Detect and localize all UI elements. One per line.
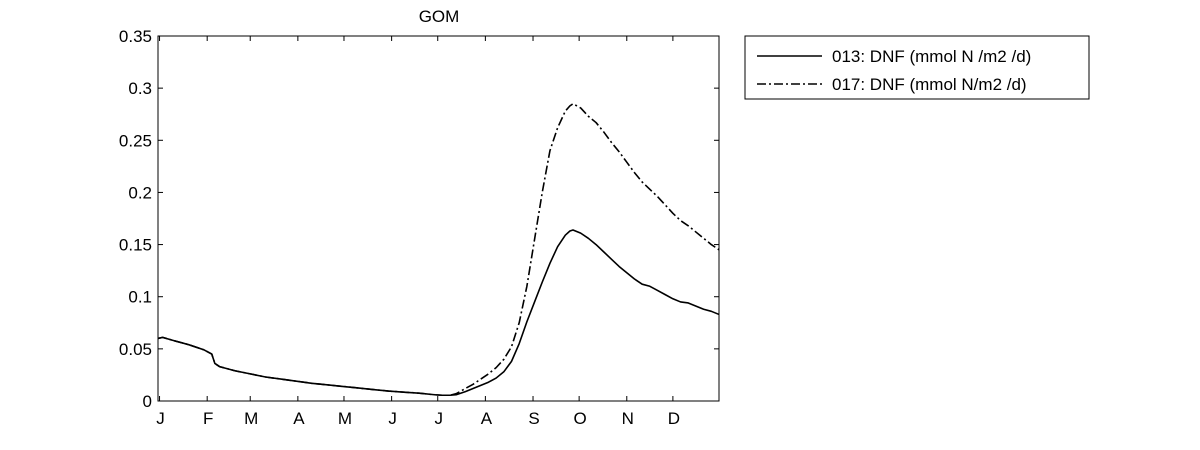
legend-box: [744, 35, 1090, 100]
x-tick-label: N: [622, 409, 634, 428]
series-line-013: [157, 229, 720, 397]
x-tick-label: D: [668, 409, 680, 428]
x-tick-label: J: [156, 409, 165, 428]
plot-area: 0 0.05 0.1 0.15 0.2 0.25 0.3 0.35 J F M A M J J A S O N D: [119, 27, 720, 428]
x-tick-label: A: [481, 409, 493, 428]
x-tick-label: M: [244, 409, 258, 428]
x-tick-label: S: [528, 409, 539, 428]
series-layer: [157, 102, 720, 397]
chart-title: GOM: [419, 7, 460, 26]
plot-frame: [157, 35, 720, 402]
x-tick-label: F: [203, 409, 213, 428]
x-tick-label: J: [434, 409, 443, 428]
x-tick-label: M: [338, 409, 352, 428]
x-tick-label: O: [574, 409, 587, 428]
legend: 013: DNF (mmol N /m2 /d) 017: DNF (mmol …: [744, 35, 1090, 100]
y-tick-label: 0.15: [119, 236, 152, 255]
y-tick-label: 0.25: [119, 131, 152, 150]
legend-label-017: 017: DNF (mmol N/m2 /d): [832, 75, 1027, 94]
x-tick-label: J: [388, 409, 397, 428]
series-line-017: [157, 102, 720, 397]
y-tick-label: 0.35: [119, 27, 152, 46]
y-tick-label: 0.2: [128, 183, 152, 202]
y-axis: 0 0.05 0.1 0.15 0.2 0.25 0.3 0.35: [119, 27, 719, 411]
y-tick-label: 0.05: [119, 340, 152, 359]
y-tick-label: 0.3: [128, 79, 152, 98]
y-tick-label: 0.1: [128, 288, 152, 307]
legend-label-013: 013: DNF (mmol N /m2 /d): [832, 47, 1031, 66]
x-tick-label: A: [293, 409, 305, 428]
y-tick-label: 0: [143, 392, 152, 411]
